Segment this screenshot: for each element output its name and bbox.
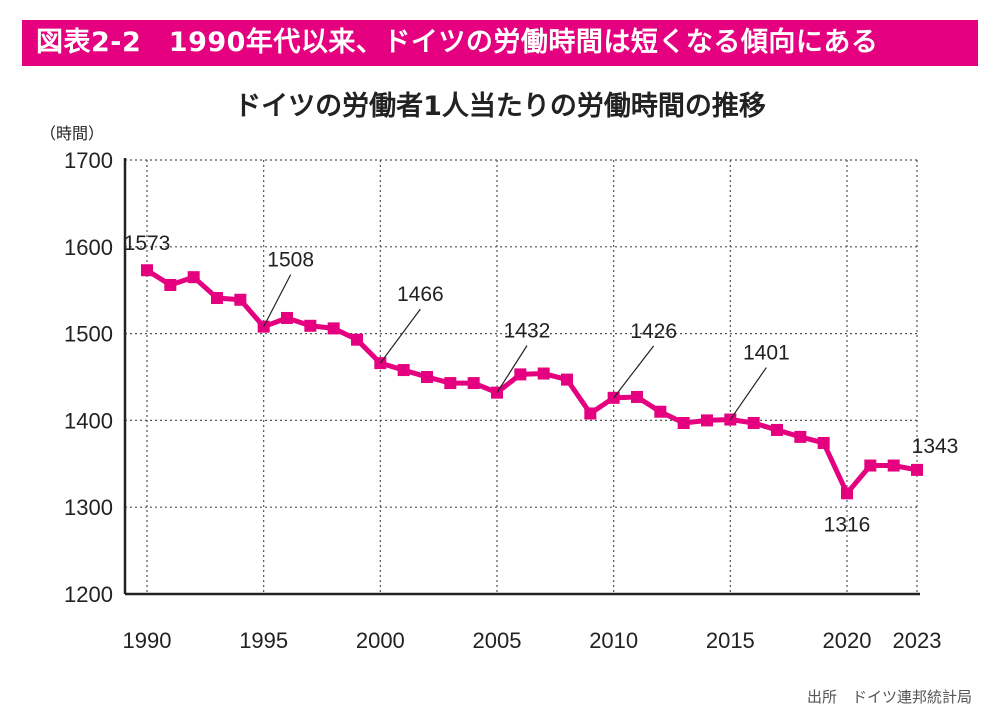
- data-point-marker: [631, 390, 643, 403]
- x-tick-label: 2015: [706, 628, 755, 653]
- y-tick-label: 1600: [64, 235, 113, 260]
- data-point-marker: [887, 459, 900, 472]
- data-label: 1432: [504, 320, 551, 343]
- data-point-marker: [817, 436, 830, 449]
- data-point-marker: [281, 311, 293, 324]
- data-point-marker: [211, 292, 223, 305]
- data-point-marker: [304, 319, 317, 332]
- data-label: 1343: [912, 435, 959, 458]
- x-tick-label: 2005: [473, 628, 522, 653]
- figure-banner: 図表2-2 1990年代以来、ドイツの労働時間は短くなる傾向にある: [22, 20, 978, 66]
- data-label: 1426: [630, 320, 677, 343]
- data-point-marker: [771, 423, 783, 436]
- x-tick-label: 2023: [893, 628, 942, 653]
- x-tick-label: 1990: [123, 628, 172, 653]
- data-label: 1316: [824, 513, 871, 536]
- data-point-marker: [864, 459, 877, 472]
- data-point-marker: [561, 373, 573, 386]
- data-label: 1573: [124, 232, 171, 255]
- data-point-marker: [397, 364, 410, 377]
- annotation-leader-line: [613, 345, 655, 399]
- annotation-leader-line: [379, 308, 421, 364]
- annotation-leader-line: [496, 345, 528, 393]
- y-tick-label: 1500: [64, 322, 113, 347]
- annotation-leader-line: [263, 274, 292, 327]
- series-line: [145, 268, 918, 496]
- data-point-marker: [421, 371, 433, 383]
- data-point-marker: [841, 487, 853, 500]
- source-note: 出所 ドイツ連邦統計局: [806, 688, 972, 706]
- chart-title: ドイツの労働者1人当たりの労働時間の推移: [234, 91, 766, 122]
- data-point-marker: [747, 417, 760, 430]
- data-point-marker: [537, 367, 550, 380]
- y-tick-label: 1400: [64, 408, 113, 433]
- data-point-marker: [164, 278, 177, 291]
- y-tick-label: 1200: [64, 582, 113, 607]
- x-tick-label: 1995: [239, 628, 288, 653]
- y-axis-unit-label: （時間）: [40, 124, 105, 143]
- data-label: 1401: [743, 342, 790, 365]
- data-label: 1508: [267, 249, 314, 272]
- data-point-marker: [444, 377, 457, 390]
- x-tick-label: 2020: [823, 628, 872, 653]
- data-label: 1466: [397, 283, 444, 306]
- data-point-marker: [187, 271, 200, 284]
- data-point-marker: [351, 333, 363, 346]
- data-point-marker: [677, 417, 690, 430]
- data-point-marker: [794, 430, 807, 443]
- annotation-leader-line: [729, 367, 767, 420]
- x-tick-label: 2010: [589, 628, 638, 653]
- data-point-marker: [514, 368, 527, 381]
- data-point-marker: [654, 405, 667, 418]
- data-point-marker: [911, 463, 923, 476]
- x-tick-label: 2000: [356, 628, 405, 653]
- y-tick-label: 1300: [64, 495, 113, 520]
- data-point-marker: [141, 264, 153, 277]
- data-point-marker: [701, 414, 713, 427]
- data-point-marker: [327, 322, 340, 335]
- y-tick-label: 1700: [64, 148, 113, 173]
- data-point-marker: [467, 377, 480, 390]
- data-point-marker: [584, 407, 597, 420]
- data-point-marker: [234, 293, 247, 306]
